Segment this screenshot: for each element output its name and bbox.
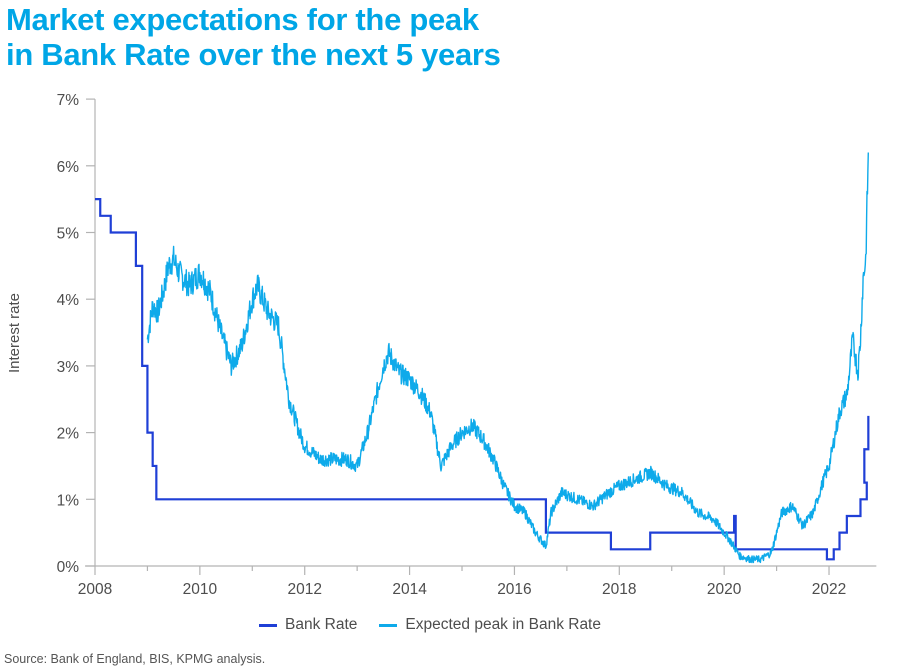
y-tick-label: 4%: [57, 292, 80, 309]
y-tick-label: 2%: [57, 426, 80, 443]
x-tick-label: 2018: [602, 581, 636, 598]
x-tick-label: 2022: [812, 581, 846, 598]
chart-title: Market expectations for the peak in Bank…: [6, 2, 501, 72]
series-layer: [95, 152, 870, 564]
y-axis-title: Interest rate: [6, 293, 23, 373]
y-tick-label: 6%: [57, 159, 80, 176]
legend-swatch-expected-peak: [379, 623, 398, 627]
y-tick-label: 3%: [57, 359, 80, 376]
y-tick-label: 7%: [57, 92, 80, 109]
x-tick-label: 2012: [287, 581, 321, 598]
legend-label-bank-rate: Bank Rate: [285, 616, 358, 633]
axes: 0% 1% 2% 3% 4% 5% 6% 7% 2008 2010 2012 2014 2016 2018…: [57, 92, 877, 598]
title-line-2: in Bank Rate over the next 5 years: [6, 37, 501, 72]
legend-swatch-bank-rate: [259, 623, 277, 627]
legend-item-expected-peak: Expected peak in Bank Rate: [379, 616, 601, 634]
series-expected-peak-line: [146, 152, 869, 564]
legend-item-bank-rate: Bank Rate: [259, 616, 357, 634]
legend: Bank Rate Expected peak in Bank Rate: [0, 616, 880, 634]
title-line-1: Market expectations for the peak: [6, 2, 479, 37]
y-tick-label: 1%: [57, 492, 80, 509]
x-tick-label: 2014: [392, 581, 427, 598]
source-note: Source: Bank of England, BIS, KPMG analy…: [4, 652, 266, 666]
x-tick-label: 2008: [78, 581, 112, 598]
legend-label-expected-peak: Expected peak in Bank Rate: [405, 616, 601, 633]
x-tick-label: 2010: [183, 581, 218, 598]
series-bank-rate-line: [95, 198, 870, 561]
y-tick-label: 0%: [57, 559, 80, 576]
x-tick-label: 2020: [707, 581, 742, 598]
y-tick-label: 5%: [57, 226, 80, 243]
x-tick-label: 2016: [497, 581, 531, 598]
